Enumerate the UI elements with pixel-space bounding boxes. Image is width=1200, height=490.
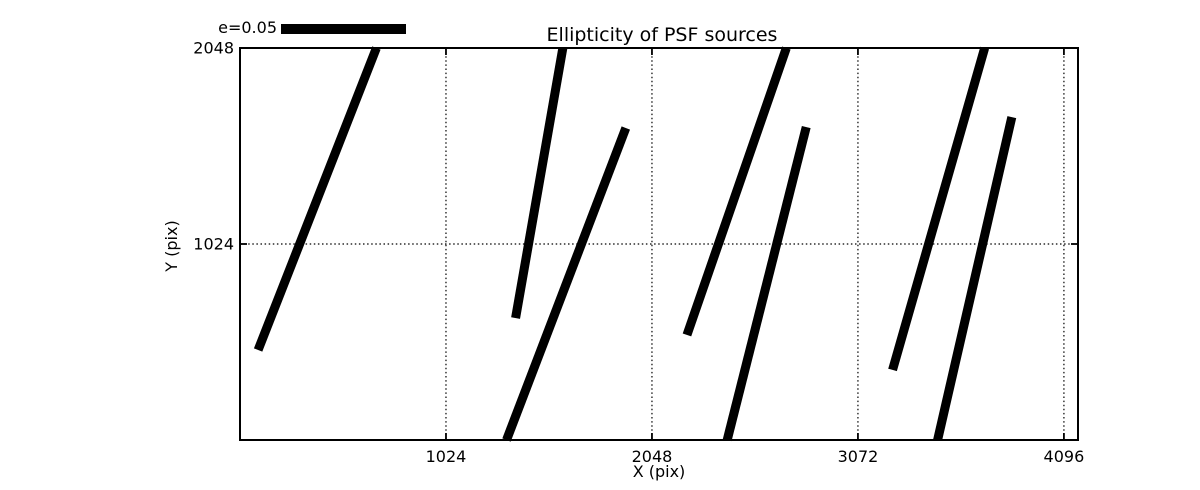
legend-scale-bar — [281, 24, 406, 34]
y-tick-label: 2048 — [193, 39, 234, 58]
y-axis-label: Y (pix) — [162, 220, 181, 272]
x-tick-label: 3072 — [838, 447, 879, 466]
legend-bar-layer — [281, 24, 406, 34]
psf-ellipticity-whisker — [253, 46, 381, 352]
chart-title: Ellipticity of PSF sources — [546, 24, 778, 46]
legend-label: e=0.05 — [218, 18, 277, 37]
x-tick-label: 1024 — [426, 447, 467, 466]
tick-layer: 1024 2048 3072 4096 2048 1024 — [193, 39, 1084, 467]
x-axis-label: X (pix) — [632, 462, 686, 481]
psf-ellipticity-whisker — [888, 46, 989, 372]
grid-layer — [240, 48, 1078, 440]
psf-ellipticity-whisker — [933, 116, 1017, 442]
psf-ellipticity-whisker — [511, 47, 568, 319]
psf-ellipticity-whisker — [722, 125, 811, 442]
psf-ellipticity-whisker — [682, 46, 791, 337]
x-tick-label: 4096 — [1044, 447, 1085, 466]
psf-whisker-layer — [253, 46, 1017, 442]
x-tick-label: 2048 — [632, 447, 673, 466]
psf-ellipticity-whisker — [502, 126, 631, 442]
y-tick-label: 1024 — [193, 235, 234, 254]
